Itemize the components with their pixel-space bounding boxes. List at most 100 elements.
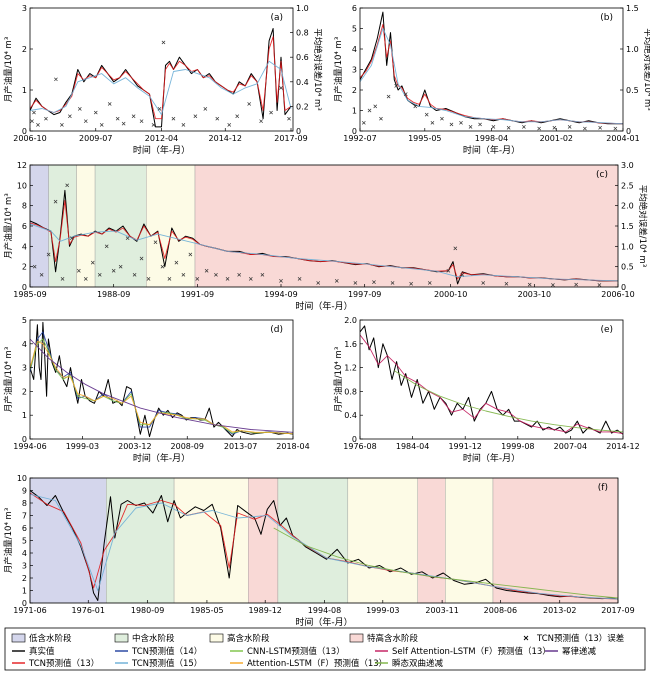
y-tick-label: 12 bbox=[17, 161, 27, 170]
y-tick-label: 4 bbox=[22, 242, 27, 251]
error-point bbox=[188, 252, 193, 257]
y-tick-label: 3 bbox=[352, 66, 357, 75]
error-point bbox=[279, 279, 283, 283]
error-point bbox=[386, 94, 391, 99]
legend-label: 中含水阶段 bbox=[132, 633, 175, 644]
stage-band-2 bbox=[76, 164, 96, 288]
error-point bbox=[598, 125, 602, 130]
legend-label: TCN预测值（15） bbox=[131, 658, 202, 669]
series-line-2 bbox=[30, 493, 618, 600]
x-tick-label: 2007-04 bbox=[554, 442, 587, 451]
error-point bbox=[93, 110, 98, 115]
error-point bbox=[248, 277, 253, 281]
x-tick-label: 1985-09 bbox=[13, 290, 46, 299]
stage-band-5 bbox=[194, 164, 619, 288]
legend-label: 高含水阶段 bbox=[227, 633, 270, 644]
error-point bbox=[491, 125, 496, 129]
y-right-tick-label: 1.0 bbox=[296, 4, 309, 13]
x-tick-label: 2006-10 bbox=[601, 290, 634, 299]
x-axis-title: 时间（年-月） bbox=[463, 452, 520, 464]
error-point bbox=[115, 116, 120, 121]
x-tick-label: 1989-12 bbox=[248, 606, 281, 615]
stage-band-2 bbox=[173, 477, 249, 604]
error-point bbox=[53, 199, 58, 204]
y-tick-label: 3 bbox=[22, 562, 27, 571]
x-axis-title: 时间（年-月） bbox=[463, 144, 520, 156]
error-point bbox=[160, 264, 165, 269]
error-point bbox=[83, 277, 88, 281]
error-point bbox=[478, 122, 482, 127]
y-tick-label: 6 bbox=[22, 222, 27, 231]
error-point bbox=[379, 116, 383, 121]
error-point bbox=[506, 125, 511, 130]
y-right-tick-label: 1.0 bbox=[626, 45, 639, 54]
x-tick-label: 1991-09 bbox=[181, 290, 214, 299]
y-axis-title: 月产油量/10⁴ m³ bbox=[333, 37, 344, 102]
y-tick-label: 2 bbox=[22, 387, 27, 396]
error-point bbox=[121, 121, 126, 126]
y-axis-title: 月产油量/10⁴ m³ bbox=[3, 347, 14, 412]
error-point bbox=[125, 236, 130, 241]
error-point bbox=[153, 240, 158, 245]
error-point bbox=[54, 77, 58, 82]
y-right-axis-title: 平均绝对误差/10⁴ m³ bbox=[642, 28, 650, 110]
x-tick-label: 2008-06 bbox=[484, 606, 517, 615]
y-tick-label: 8 bbox=[22, 499, 27, 508]
y-axis-title: 月产油量/10⁴ m³ bbox=[3, 508, 14, 573]
error-point bbox=[30, 119, 34, 124]
x-tick-label: 1980-09 bbox=[131, 606, 164, 615]
panel-label: (b) bbox=[600, 13, 613, 23]
y-tick-label: 0 bbox=[22, 599, 27, 608]
error-point bbox=[227, 123, 232, 127]
plot-area bbox=[360, 11, 623, 131]
error-point bbox=[394, 84, 399, 88]
x-tick-label: 2014-12 bbox=[606, 442, 639, 451]
x-tick-label: 2006-10 bbox=[13, 134, 46, 143]
y-tick-label: 2 bbox=[22, 574, 27, 583]
x-tick-label: 2001-02 bbox=[540, 134, 573, 143]
stage-band-1 bbox=[106, 477, 175, 604]
x-tick-label: 2003-10 bbox=[518, 290, 551, 299]
error-point bbox=[446, 268, 451, 273]
legend-item-0: 低含水阶段 bbox=[11, 633, 72, 644]
y-tick-label: 9 bbox=[22, 487, 27, 496]
stage-band-5 bbox=[347, 477, 418, 604]
error-point bbox=[260, 272, 265, 277]
error-point bbox=[574, 282, 579, 287]
series-line-1 bbox=[30, 331, 293, 435]
error-point bbox=[373, 104, 378, 109]
y-tick-label: 3 bbox=[22, 4, 27, 13]
legend-item-10: TCN预测值（13） bbox=[12, 658, 99, 669]
error-point bbox=[215, 116, 220, 121]
error-point bbox=[214, 272, 218, 277]
error-point bbox=[60, 123, 64, 127]
y-tick-label: 4 bbox=[22, 549, 27, 558]
x-tick-label: 1994-09 bbox=[264, 290, 297, 299]
legend-swatch-box bbox=[349, 633, 364, 643]
error-point bbox=[567, 125, 572, 129]
error-point bbox=[83, 119, 88, 124]
series-line-4 bbox=[30, 338, 293, 433]
error-point bbox=[334, 279, 339, 283]
y-tick-label: 8 bbox=[22, 202, 27, 211]
series-line-2 bbox=[30, 338, 293, 435]
x-tick-label: 1995-05 bbox=[408, 134, 441, 143]
y-right-tick-label: 1.5 bbox=[621, 222, 634, 231]
error-point bbox=[181, 123, 186, 127]
error-point bbox=[118, 264, 123, 269]
error-point bbox=[32, 264, 37, 269]
error-point bbox=[453, 246, 458, 251]
error-point bbox=[372, 280, 376, 284]
error-point bbox=[46, 252, 51, 257]
y-tick-label: 0 bbox=[22, 127, 27, 136]
y-right-tick-label: 0 bbox=[296, 127, 301, 136]
error-point bbox=[174, 260, 179, 265]
error-point bbox=[36, 123, 40, 127]
legend-swatch-marker bbox=[523, 635, 529, 641]
x-tick-label: 1999-08 bbox=[501, 442, 534, 451]
legend-label: TCN预测值（13） bbox=[28, 658, 99, 669]
y-tick-label: 0 bbox=[22, 435, 27, 444]
error-point bbox=[76, 268, 81, 273]
